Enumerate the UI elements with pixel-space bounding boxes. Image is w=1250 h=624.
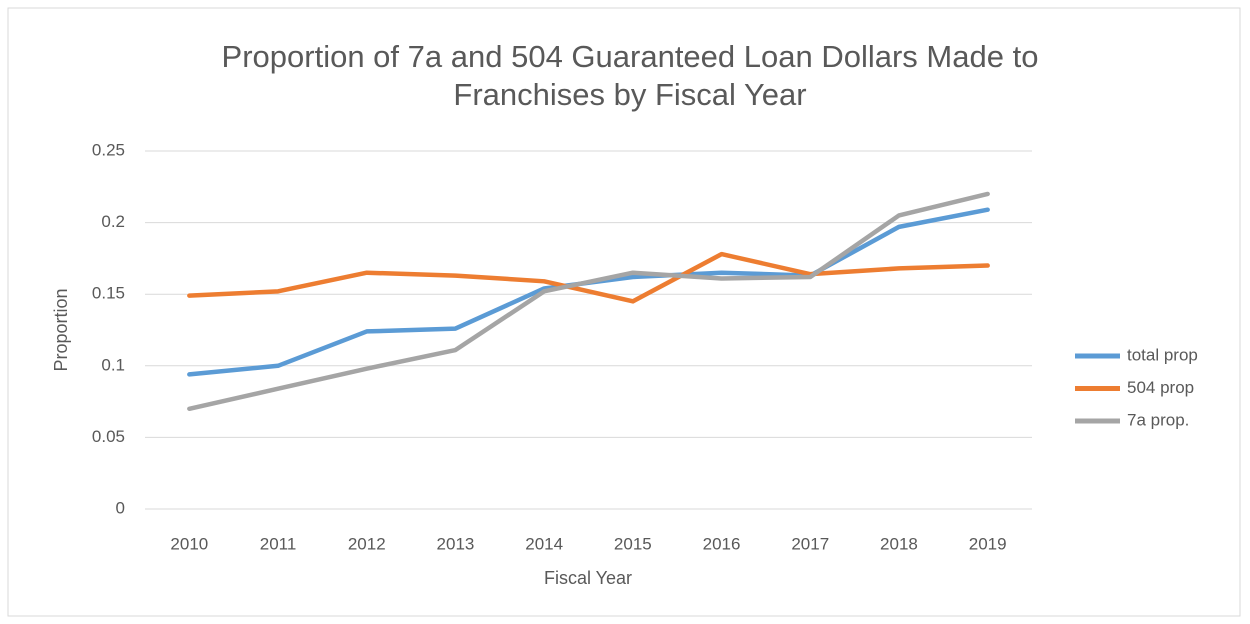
x-tick-label: 2015 [614, 534, 652, 553]
y-tick-label: 0.15 [92, 284, 125, 303]
x-tick-label: 2010 [170, 534, 208, 553]
chart-border [7, 7, 1241, 617]
chart-title: Proportion of 7a and 504 Guaranteed Loan… [221, 39, 1039, 112]
x-tick-label: 2017 [791, 534, 829, 553]
y-tick-label: 0.2 [101, 212, 125, 231]
x-tick-label: 2014 [525, 534, 563, 553]
y-tick-label: 0.25 [92, 140, 125, 159]
x-tick-label: 2016 [703, 534, 741, 553]
x-tick-label: 2013 [437, 534, 475, 553]
line-series [187, 191, 990, 412]
legend-label: 7a prop. [1127, 410, 1189, 429]
y-tick-label: 0.1 [101, 355, 125, 374]
line-series [187, 251, 990, 304]
x-tick-label: 2019 [969, 534, 1007, 553]
legend-label: total prop [1127, 345, 1198, 364]
y-axis-label: Proportion [51, 288, 71, 371]
y-tick-label: 0 [116, 498, 125, 517]
y-tick-label: 0.05 [92, 427, 125, 446]
x-tick-label: 2012 [348, 534, 386, 553]
x-tick-label: 2011 [260, 534, 297, 553]
x-tick-label: 2018 [880, 534, 918, 553]
legend-label: 504 prop [1127, 378, 1194, 397]
x-axis-label: Fiscal Year [544, 568, 632, 588]
